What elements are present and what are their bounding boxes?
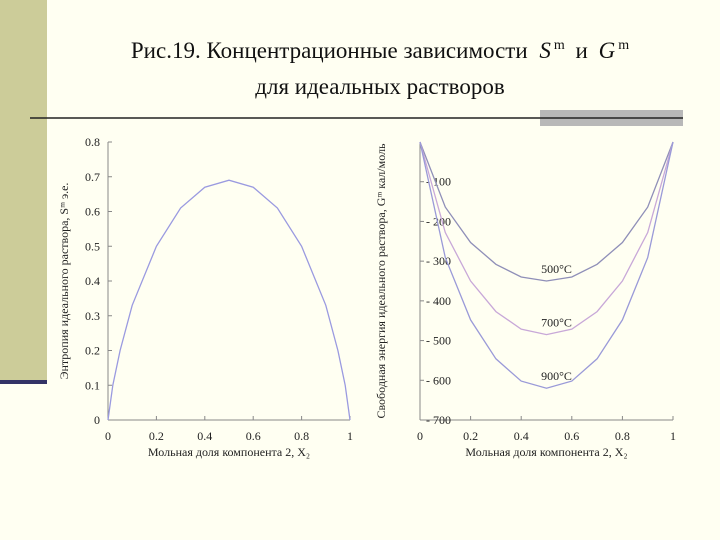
- curve-label: 900°C: [541, 369, 572, 383]
- x-tick-label: 0.2: [463, 429, 478, 443]
- x-tick-label: 0: [105, 429, 111, 443]
- y-tick-label: 0.7: [85, 170, 100, 184]
- title-line: для идеальных растворов: [255, 74, 505, 99]
- y-tick-label: - 600: [426, 373, 451, 387]
- y-tick-label: - 400: [426, 294, 451, 308]
- y-tick-label: 0: [94, 413, 100, 427]
- y-tick-label: 0.6: [85, 205, 100, 219]
- x-tick-label: 0.8: [615, 429, 630, 443]
- title-sup: m: [618, 38, 629, 53]
- x-tick-label: 0.2: [149, 429, 164, 443]
- title-part: и: [576, 38, 588, 63]
- x-tick-label: 0.6: [246, 429, 261, 443]
- y-tick-label: - 700: [426, 413, 451, 427]
- y-tick-label: 0.3: [85, 309, 100, 323]
- x-tick-label: 1: [347, 429, 353, 443]
- x-tick-label: 0.4: [514, 429, 529, 443]
- curve: [107, 179, 351, 421]
- title-part: G: [599, 38, 616, 63]
- x-tick-label: 1: [670, 429, 676, 443]
- y-axis-label: Свободная энергия идеального раствора, G…: [374, 143, 388, 419]
- y-tick-label: 0.4: [85, 274, 100, 288]
- y-tick-label: 0.5: [85, 239, 100, 253]
- side-mark: [0, 380, 47, 384]
- x-axis-label: Мольная доля компонента 2, X₂: [465, 445, 627, 459]
- title-part: Рис.19. Концентрационные зависимости: [131, 38, 528, 63]
- y-tick-label: 0.1: [85, 378, 100, 392]
- x-axis-label: Мольная доля компонента 2, X₂: [148, 445, 310, 459]
- curve-label: 500°C: [541, 262, 572, 276]
- curve: [419, 141, 674, 336]
- y-tick-label: - 200: [426, 214, 451, 228]
- curve: [419, 141, 674, 389]
- x-tick-label: 0.8: [294, 429, 309, 443]
- curve-label: 700°C: [541, 316, 572, 330]
- x-tick-label: 0.6: [564, 429, 579, 443]
- curve: [419, 141, 674, 282]
- y-tick-label: 0.8: [85, 135, 100, 149]
- title-part: S: [539, 38, 551, 63]
- x-tick-label: 0: [417, 429, 423, 443]
- x-tick-label: 0.4: [197, 429, 212, 443]
- side-stripe: [0, 0, 47, 380]
- y-tick-label: - 500: [426, 334, 451, 348]
- y-tick-label: 0.2: [85, 344, 100, 358]
- title-sup: m: [554, 38, 565, 53]
- y-axis-label: Энтропия идеального раствора, Sᵐ э.е.: [57, 183, 71, 380]
